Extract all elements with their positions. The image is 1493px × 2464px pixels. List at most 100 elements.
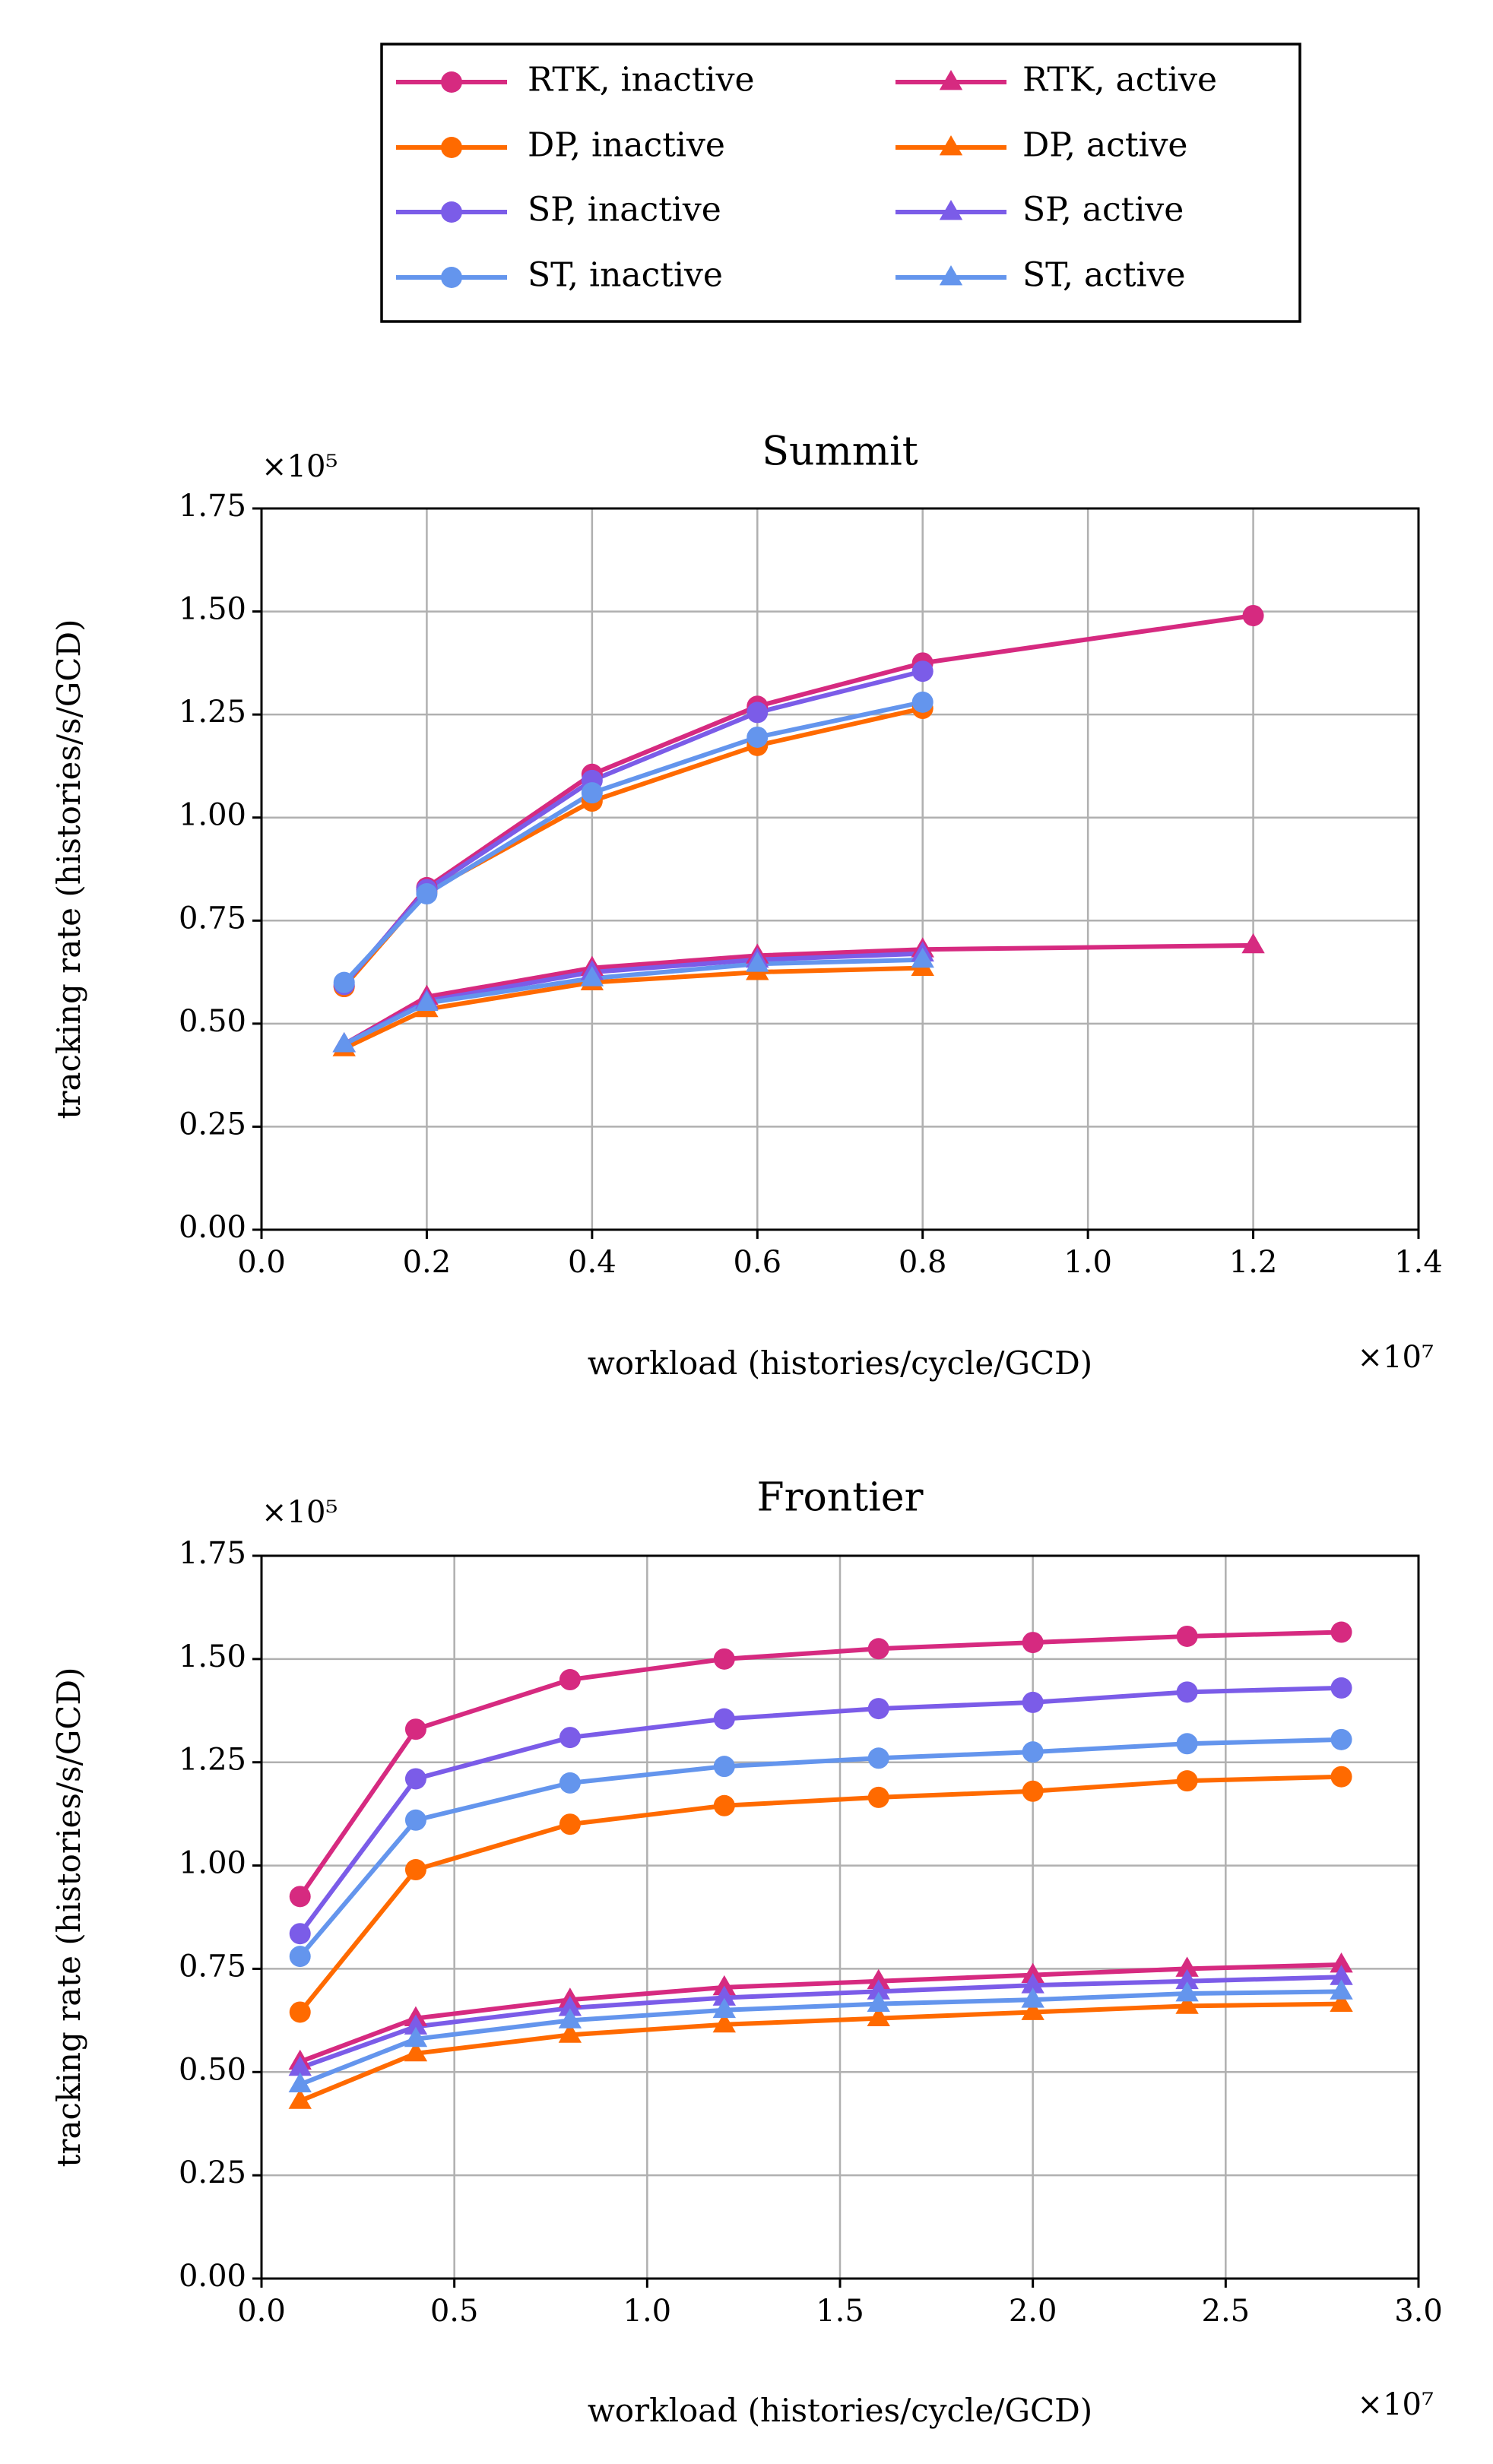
legend-marker xyxy=(441,71,462,93)
series-line xyxy=(299,1962,1342,2064)
legend-marker xyxy=(939,265,963,286)
marker xyxy=(746,952,769,972)
x-tick-label: 1.5 xyxy=(816,2294,864,2329)
marker xyxy=(1022,1632,1044,1654)
x-tick-label: 0.8 xyxy=(899,1245,947,1280)
x-tick-label: 0.2 xyxy=(403,1245,452,1280)
marker xyxy=(559,1772,581,1794)
marker xyxy=(1241,933,1265,954)
marker xyxy=(404,1809,426,1831)
x-tick-label: 0.4 xyxy=(568,1245,617,1280)
legend-label: SP, inactive xyxy=(528,191,721,230)
series-line xyxy=(299,1989,1342,2087)
marker xyxy=(288,2055,312,2076)
legend-label: RTK, inactive xyxy=(528,61,754,100)
y-tick-label: 1.75 xyxy=(179,489,246,524)
marker xyxy=(404,1718,426,1740)
marker xyxy=(1175,1956,1199,1977)
marker xyxy=(581,782,603,804)
marker xyxy=(712,1985,736,2006)
y-tick-label: 0.75 xyxy=(179,901,246,936)
marker xyxy=(1330,1965,1353,1985)
axes-frame xyxy=(260,507,1420,1231)
x-axis-label: workload (histories/cycle/GCD) xyxy=(588,1344,1092,1382)
legend-label: ST, inactive xyxy=(528,256,723,295)
marker xyxy=(404,2014,428,2035)
series-line xyxy=(342,706,924,989)
series-line xyxy=(298,1629,1342,1899)
x-tick-label: 0.5 xyxy=(430,2294,479,2329)
marker xyxy=(713,1794,735,1816)
legend-marker xyxy=(441,137,462,158)
marker xyxy=(911,660,934,683)
marker xyxy=(911,947,934,968)
y-tick-label: 1.50 xyxy=(179,1639,246,1674)
marker xyxy=(289,2001,311,2023)
marker xyxy=(1176,1681,1198,1703)
marker xyxy=(559,1727,581,1749)
marker xyxy=(1330,1677,1352,1699)
marker xyxy=(1176,1770,1198,1792)
marker xyxy=(404,1768,426,1790)
y-tick-label: 0.25 xyxy=(179,2155,246,2190)
marker xyxy=(1176,1733,1198,1755)
legend: RTK, inactive DP, inactive SP, inactive ST,… xyxy=(396,61,1217,295)
x-tick-label: 1.0 xyxy=(623,2294,672,2329)
chart-title: Frontier xyxy=(757,1475,924,1521)
y-multiplier: ×10⁵ xyxy=(262,449,338,484)
marker xyxy=(1021,1973,1044,1994)
marker xyxy=(867,1991,890,2013)
x-multiplier: ×10⁷ xyxy=(1358,2387,1434,2422)
marker xyxy=(867,1979,890,2000)
legend-label: RTK, active xyxy=(1022,61,1217,100)
marker xyxy=(415,990,439,1012)
marker xyxy=(558,1996,582,2016)
y-tick-label: 1.25 xyxy=(179,1743,246,1778)
marker xyxy=(713,1708,735,1730)
series-line xyxy=(298,1774,1342,2014)
marker xyxy=(559,1813,581,1835)
marker xyxy=(416,883,438,905)
legend-label: ST, active xyxy=(1022,256,1186,295)
y-tick-label: 0.50 xyxy=(179,2052,246,2087)
marker xyxy=(1175,1994,1199,2014)
marker xyxy=(289,1886,311,1908)
marker xyxy=(1175,1981,1199,2002)
y-multiplier: ×10⁵ xyxy=(262,1495,338,1530)
series-line xyxy=(343,942,1254,1047)
marker xyxy=(713,1756,735,1778)
legend-marker xyxy=(939,70,963,90)
x-tick-label: 1.2 xyxy=(1229,1245,1278,1280)
marker xyxy=(867,1968,890,1990)
marker xyxy=(1022,1741,1044,1763)
marker xyxy=(289,1946,311,1968)
marker xyxy=(712,1975,736,1996)
legend-label: SP, active xyxy=(1022,191,1184,230)
x-tick-label: 1.0 xyxy=(1063,1245,1112,1280)
marker xyxy=(1330,1766,1352,1788)
marker xyxy=(867,1698,889,1720)
marker xyxy=(1330,1979,1353,2000)
marker xyxy=(1330,1728,1352,1750)
x-tick-label: 0.0 xyxy=(237,1245,286,1280)
series-line xyxy=(342,699,924,984)
series-line xyxy=(299,1975,1342,2070)
axes-frame xyxy=(260,1554,1420,2280)
x-tick-label: 2.5 xyxy=(1202,2294,1251,2329)
legend-marker xyxy=(441,201,462,223)
marker xyxy=(867,1747,889,1769)
marker xyxy=(1022,1691,1044,1713)
x-tick-label: 0.6 xyxy=(733,1245,781,1280)
chart-panel: 0.00 0.25 0.50 0.75 1.00 1.25 1.50 1.75 0.0 0.5 1.… xyxy=(50,1475,1443,2430)
marker xyxy=(580,966,604,987)
y-tick-label: 1.25 xyxy=(179,695,246,730)
marker xyxy=(332,1031,356,1053)
y-tick-label: 1.75 xyxy=(179,1536,246,1571)
marker xyxy=(746,726,769,748)
y-axis-label: tracking rate (histories/s/GCD) xyxy=(50,1667,87,2168)
series-line xyxy=(298,1685,1342,1936)
marker xyxy=(1022,1780,1044,1802)
marker xyxy=(867,2006,890,2027)
y-tick-label: 0.75 xyxy=(179,1949,246,1984)
